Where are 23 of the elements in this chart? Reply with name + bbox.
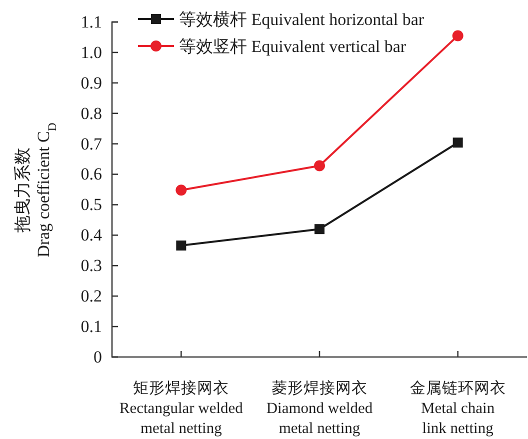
y-tick-label: 0.8: [80, 104, 102, 123]
point: [176, 240, 186, 251]
y-tick-label: 1.1: [80, 12, 102, 32]
point: [176, 184, 187, 196]
y-tick-label: 0.3: [80, 256, 102, 276]
y-tick-label: 0: [94, 347, 102, 366]
y-tick-label: 0.5: [80, 195, 102, 214]
y-tick-label: 0.4: [80, 226, 102, 245]
y-tick-label: 0.1: [80, 316, 102, 336]
x-tick-label: 矩形焊接网衣 Rectangular welded metal netting: [119, 379, 244, 437]
point: [314, 224, 324, 234]
point: [314, 160, 325, 172]
legend-label: 等效横杆 Equivalent horizontal bar: [179, 10, 424, 29]
y-tick-label: 1.0: [80, 42, 102, 62]
point: [452, 30, 464, 42]
y-tick-label: 0.2: [80, 286, 102, 306]
point: [452, 138, 463, 148]
y-tick-label: 0.9: [80, 73, 102, 92]
y-tick-label: 0.7: [80, 134, 102, 154]
x-tick-label: 金属链环网衣 Metal chain link netting: [410, 379, 506, 437]
y-tick-label: 0.6: [80, 164, 102, 184]
legend-label: 等效竖杆 Equivalent vertical bar: [179, 37, 406, 56]
x-tick-label: 菱形焊接网衣 Diamond welded metal netting: [266, 379, 373, 437]
